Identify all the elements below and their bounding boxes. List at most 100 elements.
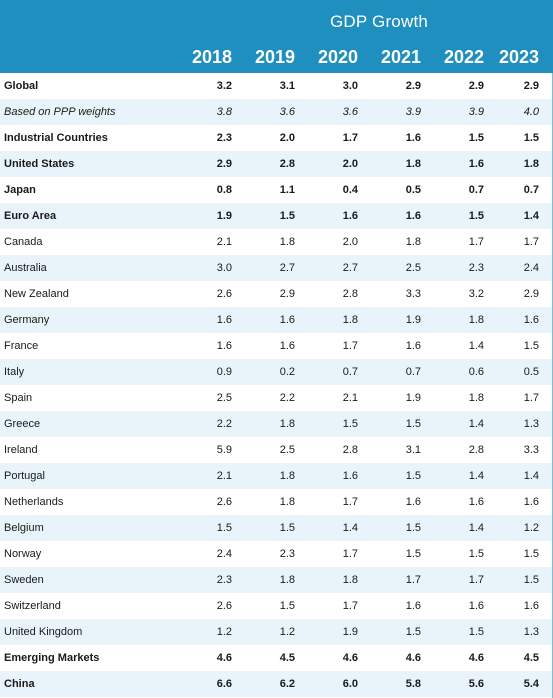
- cell-2023: 1.3: [523, 626, 539, 638]
- cell-2020: 2.0: [342, 236, 358, 248]
- cell-2018: 2.9: [216, 158, 232, 170]
- cell-2021: 1.6: [405, 600, 421, 612]
- table-row: Germany 1.6 1.6 1.8 1.9 1.8 1.6: [0, 307, 553, 333]
- cell-2022: 1.8: [468, 314, 484, 326]
- cell-2019: 2.2: [279, 392, 295, 404]
- label-column-spacer: [0, 47, 175, 68]
- cell-2021: 1.6: [405, 132, 421, 144]
- cell-2019: 1.8: [279, 236, 295, 248]
- cell-2023: 3.3: [523, 444, 539, 456]
- year-header-2019: 2019: [254, 47, 295, 67]
- cell-2019: 1.8: [279, 470, 295, 482]
- cell-2021: 2.9: [405, 80, 421, 92]
- cell-2022: 1.7: [468, 574, 484, 586]
- cell-2020: 6.0: [342, 678, 358, 690]
- cell-2018: 0.9: [216, 366, 232, 378]
- row-label: Sweden: [4, 574, 44, 586]
- cell-2019: 1.1: [279, 184, 295, 196]
- cell-2022: 1.4: [468, 522, 484, 534]
- row-label: France: [4, 340, 39, 352]
- table-row: Industrial Countries 2.3 2.0 1.7 1.6 1.5 1.5: [0, 125, 553, 151]
- cell-2021: 5.8: [405, 678, 421, 690]
- cell-2020: 1.7: [342, 340, 358, 352]
- cell-2020: 1.4: [342, 522, 358, 534]
- cell-2020: 3.6: [342, 106, 358, 118]
- cell-2019: 1.6: [279, 340, 295, 352]
- cell-2020: 0.7: [342, 366, 358, 378]
- table-row: Switzerland 2.6 1.5 1.7 1.6 1.6 1.6: [0, 593, 553, 619]
- cell-2022: 3.2: [468, 288, 484, 300]
- row-label: Germany: [4, 314, 50, 326]
- cell-2018: 3.0: [216, 262, 232, 274]
- cell-2021: 2.5: [405, 262, 421, 274]
- cell-2023: 1.4: [523, 470, 539, 482]
- cell-2019: 3.1: [279, 80, 295, 92]
- cell-2018: 2.6: [216, 600, 232, 612]
- cell-2021: 4.6: [405, 652, 421, 664]
- cell-2019: 2.3: [279, 548, 295, 560]
- cell-2022: 1.7: [468, 236, 484, 248]
- cell-2022: 1.5: [468, 626, 484, 638]
- cell-2018: 2.3: [216, 574, 232, 586]
- cell-2018: 5.9: [216, 444, 232, 456]
- cell-2023: 1.5: [523, 574, 539, 586]
- cell-2021: 1.7: [405, 574, 421, 586]
- cell-2018: 6.6: [216, 678, 232, 690]
- table-row: United Kingdom 1.2 1.2 1.9 1.5 1.5 1.3: [0, 619, 553, 645]
- cell-2019: 1.8: [279, 418, 295, 430]
- cell-2018: 2.6: [216, 496, 232, 508]
- cell-2021: 0.7: [405, 366, 421, 378]
- table-row: Global 3.2 3.1 3.0 2.9 2.9 2.9: [0, 73, 553, 99]
- table-row: Norway 2.4 2.3 1.7 1.5 1.5 1.5: [0, 541, 553, 567]
- cell-2023: 2.4: [523, 262, 539, 274]
- cell-2021: 0.5: [405, 184, 421, 196]
- cell-2022: 1.6: [468, 496, 484, 508]
- table-row: Italy 0.9 0.2 0.7 0.7 0.6 0.5: [0, 359, 553, 385]
- cell-2023: 0.7: [523, 184, 539, 196]
- row-label: Japan: [4, 184, 36, 196]
- cell-2022: 0.7: [468, 184, 484, 196]
- year-header-2020: 2020: [317, 47, 358, 67]
- cell-2021: 1.5: [405, 470, 421, 482]
- table-header: GDP Growth 2018 2019 2020 2021 2022 2023: [0, 0, 553, 73]
- cell-2020: 4.6: [342, 652, 358, 664]
- cell-2020: 1.7: [342, 496, 358, 508]
- cell-2023: 1.6: [523, 496, 539, 508]
- cell-2020: 2.8: [342, 444, 358, 456]
- table-row: China 6.6 6.2 6.0 5.8 5.6 5.4: [0, 671, 553, 697]
- cell-2018: 4.6: [216, 652, 232, 664]
- cell-2018: 1.6: [216, 340, 232, 352]
- cell-2020: 2.0: [342, 158, 358, 170]
- cell-2019: 2.8: [279, 158, 295, 170]
- table-row: Euro Area 1.9 1.5 1.6 1.6 1.5 1.4: [0, 203, 553, 229]
- cell-2018: 2.2: [216, 418, 232, 430]
- cell-2023: 5.4: [523, 678, 539, 690]
- cell-2022: 1.5: [468, 132, 484, 144]
- row-label: Ireland: [4, 444, 38, 456]
- table-row: Sweden 2.3 1.8 1.8 1.7 1.7 1.5: [0, 567, 553, 593]
- row-label: Italy: [4, 366, 25, 378]
- cell-2019: 3.6: [279, 106, 295, 118]
- table-row: Japan 0.8 1.1 0.4 0.5 0.7 0.7: [0, 177, 553, 203]
- row-label: Global: [4, 80, 39, 92]
- cell-2020: 0.4: [342, 184, 358, 196]
- cell-2023: 1.7: [523, 392, 539, 404]
- cell-2019: 2.0: [279, 132, 295, 144]
- cell-2023: 1.6: [523, 314, 539, 326]
- cell-2022: 1.8: [468, 392, 484, 404]
- cell-2022: 2.3: [468, 262, 484, 274]
- table-row: Greece 2.2 1.8 1.5 1.5 1.4 1.3: [0, 411, 553, 437]
- year-header-2022: 2022: [443, 47, 484, 67]
- cell-2022: 2.8: [468, 444, 484, 456]
- table-row: Based on PPP weights 3.8 3.6 3.6 3.9 3.9 4.0: [0, 99, 553, 125]
- year-header-2023: 2023: [498, 47, 539, 67]
- year-header-2021: 2021: [380, 47, 421, 67]
- row-label: Canada: [4, 236, 43, 248]
- cell-2021: 1.6: [405, 496, 421, 508]
- row-label: Greece: [4, 418, 41, 430]
- cell-2019: 6.2: [279, 678, 295, 690]
- cell-2021: 1.9: [405, 392, 421, 404]
- cell-2023: 1.7: [523, 236, 539, 248]
- cell-2018: 2.5: [216, 392, 232, 404]
- cell-2021: 1.9: [405, 314, 421, 326]
